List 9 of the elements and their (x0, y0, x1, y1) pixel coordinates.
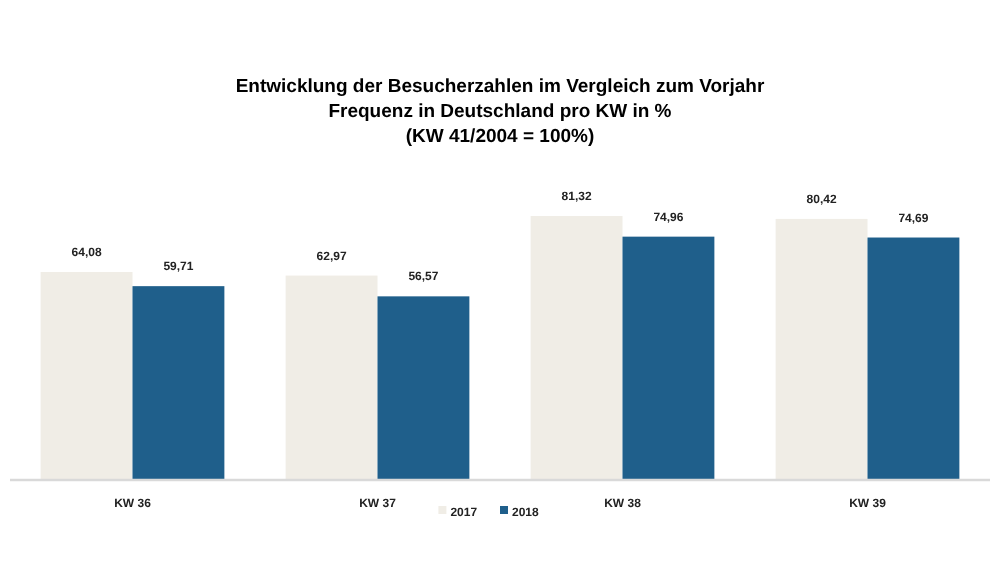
bar (285, 275, 378, 480)
bar (132, 286, 225, 480)
chart-title: Entwicklung der Besucherzahlen im Vergleich zum Vorjahr Frequenz in Deutschland pro KW in % (KW 41/2004 = 100%) (235, 76, 765, 148)
bar (775, 218, 868, 480)
bar (40, 271, 133, 480)
bar (377, 296, 470, 480)
bar (530, 216, 623, 480)
bar (867, 237, 960, 480)
bar (622, 236, 715, 480)
